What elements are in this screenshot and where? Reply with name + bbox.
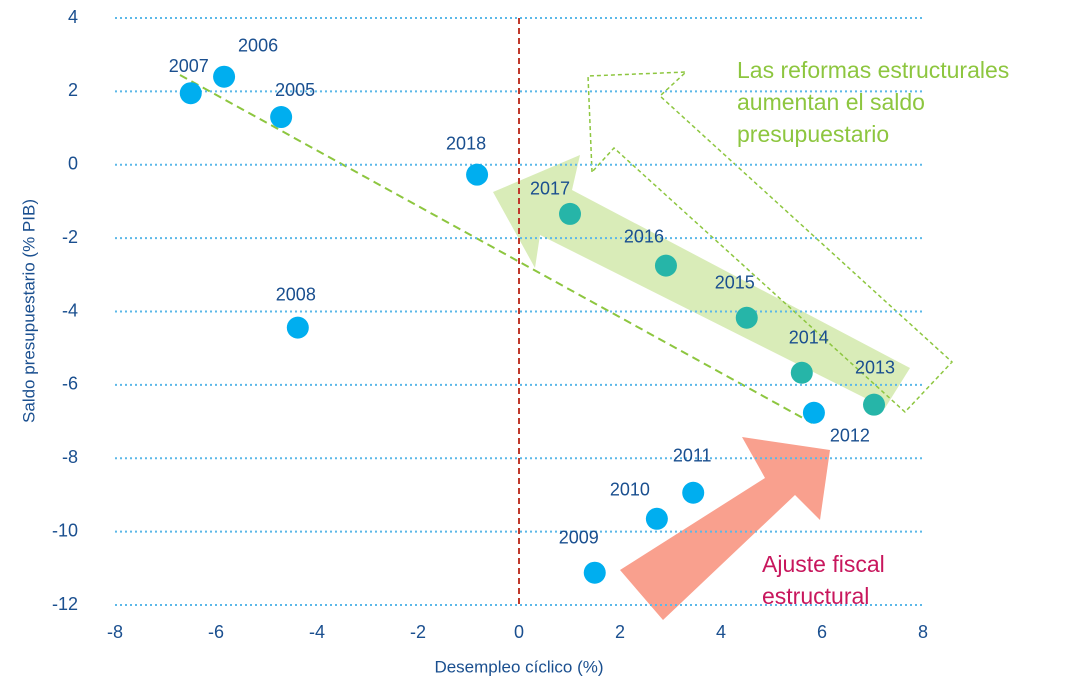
x-tick-label: -8: [107, 622, 123, 642]
point: [654, 254, 677, 277]
point-label: 2009: [559, 527, 599, 547]
point: [213, 65, 236, 88]
point-label: 2016: [624, 226, 664, 246]
y-axis-label: Saldo presupuestario (% PIB): [19, 199, 38, 423]
x-tick-label: -4: [309, 622, 325, 642]
y-tick-label: -12: [52, 594, 78, 614]
point-label: 2005: [275, 80, 315, 100]
y-tick-label: -6: [62, 374, 78, 394]
point: [270, 106, 293, 129]
point: [863, 393, 886, 416]
y-tick-label: -4: [62, 300, 78, 320]
x-tick-label: -2: [410, 622, 426, 642]
y-tick-label: -8: [62, 447, 78, 467]
point: [466, 163, 489, 186]
point: [645, 507, 668, 530]
point-label: 2010: [610, 480, 650, 500]
outline-arrow: [587, 71, 954, 414]
point-label: 2017: [530, 179, 570, 199]
x-tick-label: 0: [514, 622, 524, 642]
x-tick-label: 4: [716, 622, 726, 642]
point-label: 2013: [855, 357, 895, 377]
y-tick-label: -2: [62, 227, 78, 247]
point: [286, 316, 309, 339]
trend-line: [179, 74, 813, 424]
reform-arrow: [493, 155, 910, 408]
point-label: 2008: [276, 284, 316, 304]
point: [790, 361, 813, 384]
point: [559, 202, 582, 225]
point: [802, 401, 825, 424]
x-tick-label: 2: [615, 622, 625, 642]
y-tick-label: 2: [68, 80, 78, 100]
x-tick-label: 6: [817, 622, 827, 642]
x-axis-label: Desempleo cíclico (%): [434, 657, 603, 676]
annotation: Ajuste fiscal: [762, 551, 885, 577]
annotation: Las reformas estructurales: [737, 57, 1009, 83]
point: [179, 82, 202, 105]
point-label: 2012: [830, 426, 870, 446]
annotation: estructural: [762, 583, 869, 609]
point-label: 2018: [446, 133, 486, 153]
point-label: 2007: [169, 56, 209, 76]
adjustment-arrow: [620, 437, 830, 620]
point: [735, 306, 758, 329]
point-label: 2011: [673, 445, 712, 465]
annotation: aumentan el saldo: [737, 89, 925, 115]
y-tick-label: 4: [68, 7, 78, 27]
point-label: 2015: [715, 272, 755, 292]
point: [682, 481, 705, 504]
annotation: presupuestario: [737, 121, 889, 147]
y-tick-label: 0: [68, 154, 78, 174]
x-tick-label: 8: [918, 622, 928, 642]
x-tick-label: -6: [208, 622, 224, 642]
point: [583, 561, 606, 584]
y-tick-label: -10: [52, 520, 78, 540]
point-label: 2014: [789, 328, 829, 348]
point-label: 2006: [238, 35, 278, 55]
